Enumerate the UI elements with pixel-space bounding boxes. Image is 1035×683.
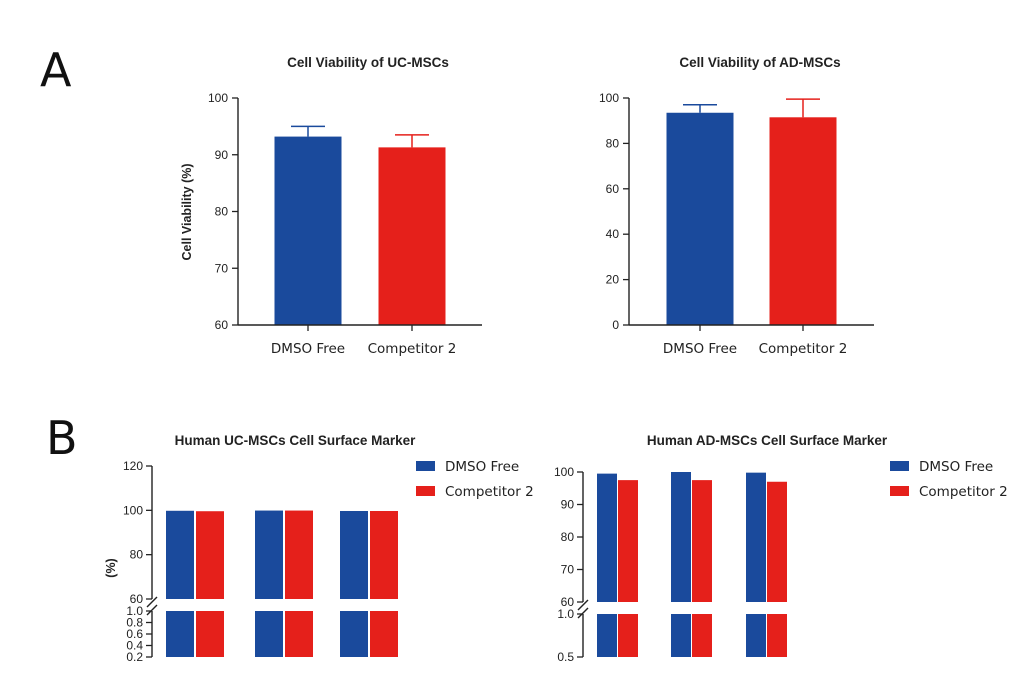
bar-upper	[166, 510, 194, 599]
panel-label-a: A	[40, 43, 72, 97]
chart-title: Human UC-MSCs Cell Surface Marker	[175, 433, 417, 448]
bar	[378, 147, 446, 325]
x-tick-label: DMSO Free	[271, 341, 345, 357]
y-tick-label: 70	[561, 563, 575, 577]
chart-title: Human AD-MSCs Cell Surface Marker	[647, 433, 888, 448]
axis-break-mark	[146, 596, 158, 608]
y-tick-label: 0.6	[126, 627, 143, 641]
bar-lower	[196, 611, 224, 657]
y-tick-label: 60	[215, 318, 229, 332]
bar-lower	[370, 611, 398, 657]
bar-lower	[340, 611, 368, 657]
axis-break-mark	[577, 599, 589, 611]
legend-swatch	[890, 486, 909, 496]
legend-label: Competitor 2	[919, 484, 1008, 500]
bar-lower	[671, 614, 691, 657]
legend-label: Competitor 2	[445, 484, 534, 500]
bar-upper	[618, 480, 638, 602]
bar-lower	[285, 611, 313, 657]
y-tick-label: 40	[606, 227, 620, 241]
y-tick-label: 80	[606, 136, 620, 150]
legend-swatch	[890, 461, 909, 471]
legend-label: DMSO Free	[445, 459, 519, 475]
y-tick-label: 0.4	[126, 639, 143, 653]
chart-uc-viability: Cell Viability of UC-MSCs Cell Viability…	[180, 55, 482, 357]
y-tick-label: 90	[215, 148, 229, 162]
legend-swatch	[416, 486, 435, 496]
x-tick-label: Competitor 2	[759, 341, 848, 357]
bar-upper	[597, 473, 617, 602]
y-tick-label: 0.2	[126, 650, 143, 664]
bar	[274, 136, 342, 325]
y-tick-label: 60	[130, 592, 144, 606]
chart-uc-surface-marker: Human UC-MSCs Cell Surface Marker (%) 60…	[104, 433, 534, 664]
y-tick-label: 1.0	[557, 607, 574, 621]
axis-break-mark	[577, 607, 589, 619]
bar-lower	[767, 614, 787, 657]
y-tick-label: 100	[208, 91, 228, 105]
y-tick-label: 70	[215, 261, 229, 275]
x-tick-label: Competitor 2	[368, 341, 457, 357]
y-tick-label: 100	[599, 91, 619, 105]
bar-lower	[597, 614, 617, 657]
y-tick-label: 80	[130, 548, 144, 562]
y-tick-label: 90	[561, 498, 575, 512]
bar-upper	[671, 472, 691, 602]
legend-label: DMSO Free	[919, 459, 993, 475]
y-tick-label: 0.5	[557, 650, 574, 664]
chart-ad-surface-marker: Human AD-MSCs Cell Surface Marker 60 70 80…	[554, 433, 1008, 664]
bar	[769, 117, 837, 325]
y-tick-label: 0	[612, 318, 619, 332]
y-tick-label: 80	[215, 205, 229, 219]
y-tick-label: 100	[554, 465, 574, 479]
bar-upper	[370, 510, 398, 599]
chart-ad-viability: Cell Viability of AD-MSCs 0 20 40 60 80 100 DM…	[599, 55, 874, 357]
chart-title: Cell Viability of UC-MSCs	[287, 55, 449, 70]
bar-upper	[255, 510, 283, 599]
bar-lower	[746, 614, 766, 657]
bar-lower	[692, 614, 712, 657]
y-axis-label: Cell Viability (%)	[180, 163, 194, 260]
y-tick-label: 20	[606, 273, 620, 287]
axis-break-mark	[146, 604, 158, 616]
y-tick-label: 60	[561, 595, 575, 609]
chart-title: Cell Viability of AD-MSCs	[679, 55, 840, 70]
y-tick-label: 0.8	[126, 616, 143, 630]
y-tick-label: 80	[561, 530, 575, 544]
x-tick-label: DMSO Free	[663, 341, 737, 357]
panel-label-b: B	[46, 411, 78, 465]
y-tick-label: 120	[123, 459, 143, 473]
y-tick-label: 60	[606, 182, 620, 196]
bar-lower	[255, 611, 283, 657]
bar-upper	[767, 481, 787, 602]
y-tick-label: 1.0	[126, 604, 143, 618]
y-tick-label: 100	[123, 503, 143, 517]
y-axis-label: (%)	[104, 558, 118, 577]
bar-upper	[746, 472, 766, 602]
legend-swatch	[416, 461, 435, 471]
bar-upper	[285, 510, 313, 599]
bar-upper	[340, 510, 368, 599]
bar-lower	[166, 611, 194, 657]
bar-upper	[692, 480, 712, 602]
bar	[666, 112, 734, 325]
bar-lower	[618, 614, 638, 657]
bar-upper	[196, 511, 224, 599]
